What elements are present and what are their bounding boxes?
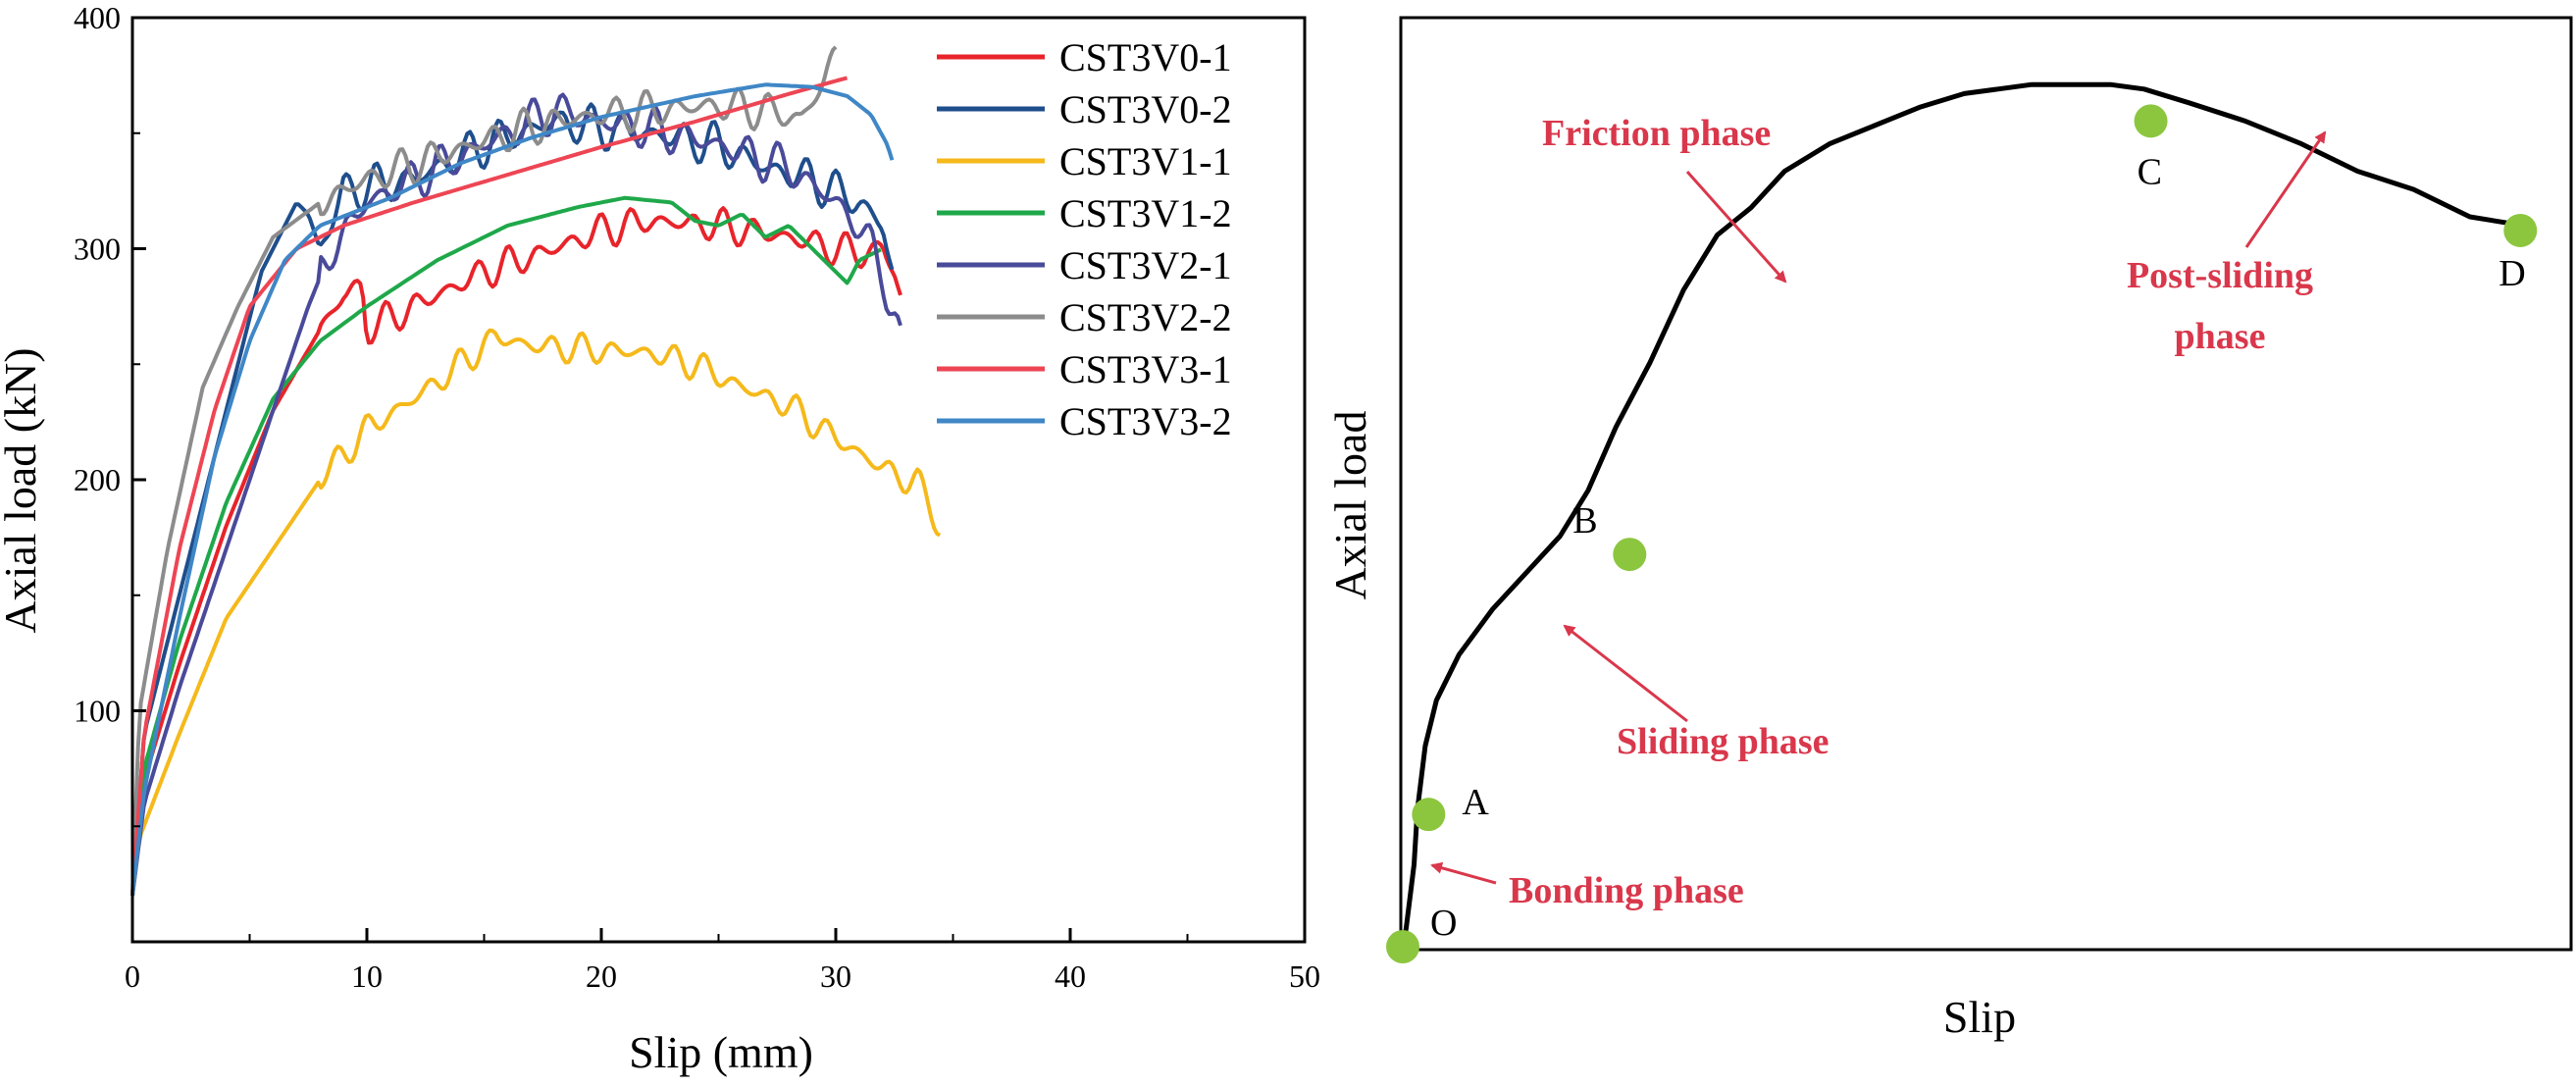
sliding-phase-arrow [1563, 624, 1688, 723]
series-line-cst3v0-1 [130, 206, 902, 897]
left-chart: 0 10 20 30 40 50 100 200 300 400 Slip (mm) Axial… [0, 0, 1320, 1077]
right-x-axis-title: Slip [1943, 992, 2016, 1042]
point-label-c: C [2138, 151, 2162, 192]
series-line-cst3v1-1 [130, 328, 942, 897]
series-line-cst3v3-1 [130, 76, 849, 897]
y-ticks: 100 200 300 400 [74, 0, 146, 828]
friction-phase-arrow [1685, 171, 1787, 284]
legend-label-cst3v3-1: CST3V3-1 [1059, 347, 1232, 391]
right-plot-frame [1399, 16, 2573, 952]
y-tick-label: 300 [74, 232, 121, 267]
y-tick-label: 400 [74, 0, 121, 35]
series-layer [130, 45, 942, 897]
post-sliding-phase-label-line2: phase [2175, 316, 2266, 357]
friction-phase-label: Friction phase [1542, 113, 1771, 154]
series-line-cst3v2-1 [130, 92, 902, 897]
point-d [2503, 213, 2538, 247]
series-line-cst3v1-2 [130, 195, 882, 897]
x-axis-title: Slip (mm) [629, 1027, 813, 1077]
x-tick-label: 50 [1289, 958, 1320, 994]
y-tick-label: 200 [74, 462, 121, 497]
x-tick-label: 10 [351, 958, 383, 994]
legend: CST3V0-1 CST3V0-2 CST3V1-1 CST3V1-2 CST3V2-1… [937, 35, 1232, 443]
legend-label-cst3v0-1: CST3V0-1 [1059, 35, 1232, 79]
legend-label-cst3v0-2: CST3V0-2 [1059, 87, 1232, 131]
series-line-cst3v2-2 [130, 45, 838, 896]
x-tick-label: 0 [125, 958, 140, 994]
x-tick-label: 40 [1055, 958, 1086, 994]
post-sliding-phase-arrow [2244, 130, 2327, 248]
point-o [1386, 930, 1419, 963]
right-chart: O A B C D Bonding phase Sliding phase Fricti… [1325, 16, 2573, 1042]
point-c [2134, 104, 2168, 138]
point-label-a: A [1462, 782, 1489, 823]
legend-label-cst3v1-1: CST3V1-1 [1059, 139, 1232, 183]
legend-label-cst3v2-2: CST3V2-2 [1059, 295, 1232, 339]
right-y-axis-title: Axial load [1325, 411, 1375, 600]
x-ticks: 0 10 20 30 40 50 [125, 928, 1320, 994]
point-label-o: O [1430, 903, 1457, 944]
y-axis-title: Axial load (kN) [0, 347, 45, 633]
x-tick-label: 20 [586, 958, 617, 994]
x-tick-label: 30 [820, 958, 851, 994]
legend-label-cst3v3-2: CST3V3-2 [1059, 399, 1232, 443]
point-label-d: D [2499, 253, 2525, 294]
point-label-b: B [1572, 500, 1597, 542]
bonding-phase-arrow [1430, 861, 1497, 885]
sliding-phase-label: Sliding phase [1617, 721, 1829, 762]
point-b [1613, 538, 1647, 572]
load-slip-curve [1400, 81, 2527, 948]
post-sliding-phase-label: Post-sliding [2127, 255, 2313, 296]
series-line-cst3v3-2 [130, 82, 895, 897]
bonding-phase-label: Bonding phase [1509, 870, 1744, 911]
y-tick-label: 100 [74, 694, 121, 729]
key-points: O A B C D [1386, 104, 2538, 963]
point-a [1412, 798, 1446, 832]
legend-label-cst3v1-2: CST3V1-2 [1059, 191, 1232, 235]
legend-label-cst3v2-1: CST3V2-1 [1059, 243, 1232, 287]
